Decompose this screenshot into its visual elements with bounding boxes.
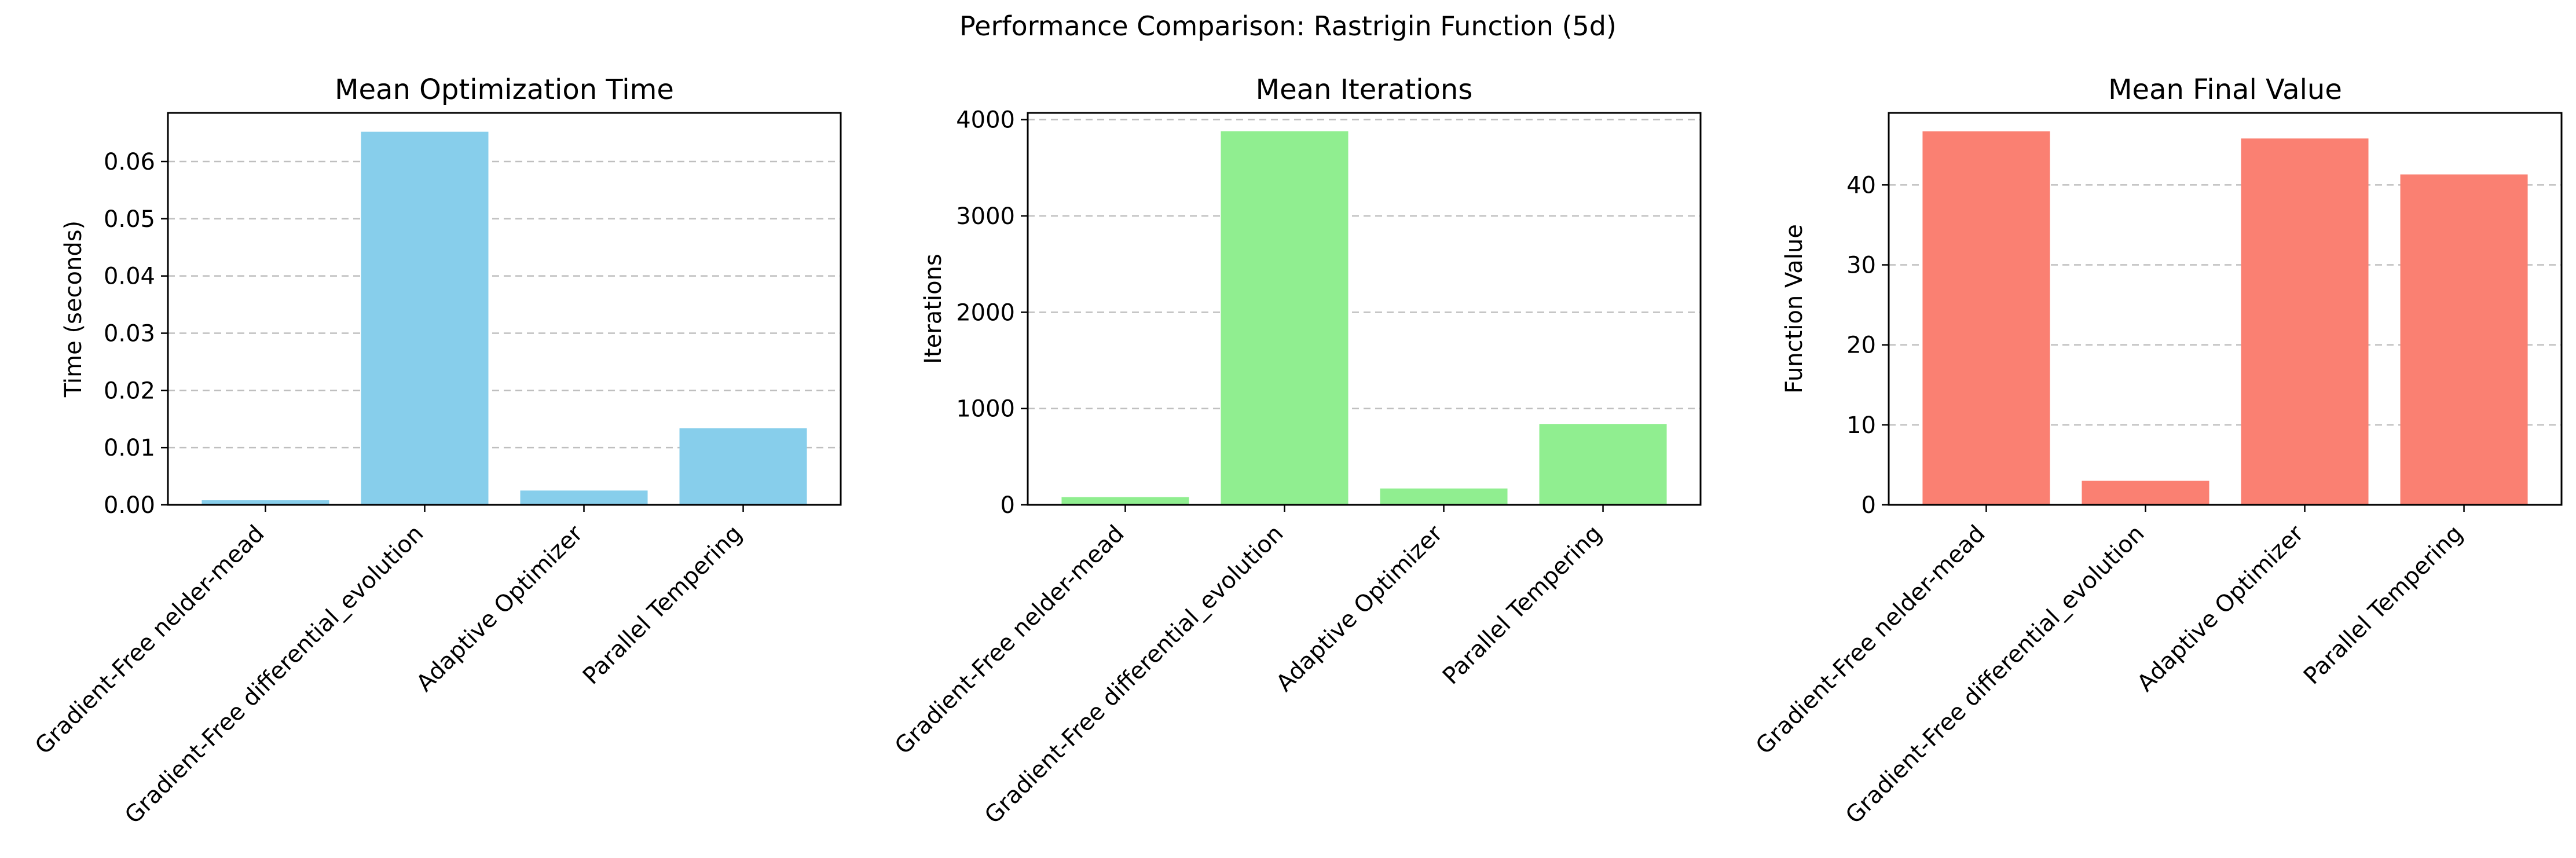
y-tick-label: 40: [1846, 172, 1876, 199]
y-tick-label: 0.06: [104, 149, 155, 175]
axes-frame: [1888, 112, 2563, 506]
bar-4: [1539, 424, 1667, 505]
bar-2: [361, 131, 489, 505]
y-tick-label: 0: [1862, 492, 1876, 519]
y-tick-label: 0.00: [104, 492, 155, 519]
bar-4: [2400, 174, 2528, 505]
y-axis-label: Iterations: [920, 254, 947, 364]
y-tick-label: 30: [1846, 252, 1876, 279]
bar-1: [201, 500, 329, 505]
bar-2: [2082, 481, 2209, 505]
axes-frame: [1027, 112, 1702, 506]
figure-title: Performance Comparison: Rastrigin Functi…: [959, 10, 1617, 42]
y-tick-label: 20: [1846, 332, 1876, 359]
chart-title: Mean Final Value: [2108, 74, 2342, 106]
y-tick-label: 0.04: [104, 263, 155, 290]
y-tick-label: 0.02: [104, 377, 155, 404]
y-tick-label: 10: [1846, 412, 1876, 439]
bar-3: [2241, 138, 2369, 505]
x-tick-label: Gradient-Free differential_evolution: [120, 520, 429, 830]
x-tick-label: Adaptive Optimizer: [1271, 520, 1448, 697]
y-tick-label: 3000: [956, 203, 1015, 230]
bar-3: [1380, 488, 1508, 505]
x-tick-label: Gradient-Free differential_evolution: [1841, 520, 2150, 830]
y-axis-label: Function Value: [1781, 224, 1808, 394]
bar-1: [1061, 497, 1189, 505]
bar-1: [1922, 131, 2050, 505]
x-tick-label: Parallel Tempering: [578, 520, 747, 690]
x-tick-label: Parallel Tempering: [2299, 520, 2468, 690]
axes-frame: [167, 112, 842, 506]
y-tick-label: 0.05: [104, 206, 155, 233]
y-tick-label: 1000: [956, 396, 1015, 423]
y-tick-label: 0: [1001, 492, 1015, 519]
y-tick-label: 2000: [956, 299, 1015, 326]
x-tick-label: Parallel Tempering: [1438, 520, 1607, 690]
bar-4: [679, 428, 807, 505]
x-tick-label: Adaptive Optimizer: [2132, 520, 2309, 697]
y-tick-label: 0.01: [104, 435, 155, 461]
y-tick-label: 4000: [956, 107, 1015, 134]
y-axis-label: Time (seconds): [60, 221, 87, 398]
bar-2: [1221, 131, 1349, 505]
y-tick-label: 0.03: [104, 321, 155, 347]
bar-3: [520, 490, 648, 505]
chart-panel-1: 0.00 0.01 0.02 0.03 0.04 0.05 0.06 Gradient-Fre…: [30, 74, 842, 830]
x-tick-label: Adaptive Optimizer: [411, 520, 588, 697]
chart-title: Mean Iterations: [1256, 74, 1473, 106]
x-tick-label: Gradient-Free differential_evolution: [980, 520, 1289, 830]
chart-title: Mean Optimization Time: [335, 74, 674, 106]
